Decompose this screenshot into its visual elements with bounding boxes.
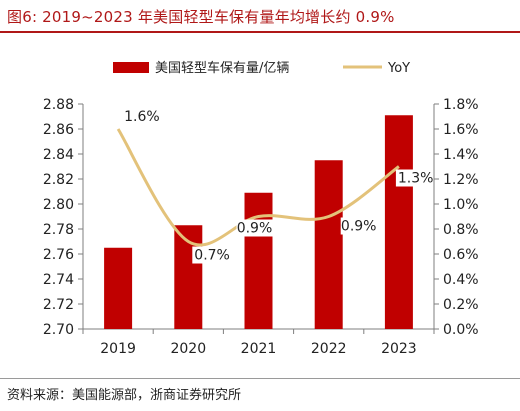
source-note: 资料来源：美国能源部，浙商证券研究所 — [7, 388, 242, 403]
x-tick-label: 2020 — [170, 341, 206, 357]
y-right-tick-label: 0.8% — [443, 222, 479, 238]
y-left-tick-label: 2.74 — [43, 272, 74, 288]
y-axis-left-ticks: 2.70 2.72 2.74 2.76 2.78 2.80 2.82 2.84 2.86 2.88 — [43, 97, 83, 338]
yoy-data-label: 0.9% — [237, 221, 273, 237]
yoy-label-backing — [395, 169, 432, 187]
y-right-tick-label: 0.0% — [443, 322, 479, 338]
y-left-tick-label: 2.88 — [43, 97, 74, 113]
yoy-label-backing — [192, 246, 229, 264]
bar — [384, 115, 413, 329]
yoy-series: 1.6% 0.7% 0.9% 0.9% 1.3% — [116, 108, 434, 264]
x-axis-ticks: 2019 2020 2021 2022 2023 — [82, 329, 435, 357]
y-left-tick-label: 2.82 — [43, 172, 74, 188]
yoy-data-label: 1.6% — [124, 109, 160, 125]
yoy-data-label: 0.7% — [194, 248, 230, 264]
x-tick-label: 2019 — [100, 341, 136, 357]
y-right-tick-label: 1.4% — [443, 147, 479, 163]
bar — [104, 247, 133, 329]
bar — [244, 192, 273, 329]
legend: 美国轻型车保有量/亿辆 YoY — [113, 60, 410, 76]
title-divider — [0, 31, 520, 33]
chart-canvas: 美国轻型车保有量/亿辆 YoY 2.70 2.72 2.74 2.76 2.78 2.80… — [43, 60, 479, 357]
source-divider — [0, 378, 520, 379]
x-tick-label: 2022 — [311, 341, 347, 357]
y-left-tick-label: 2.86 — [43, 122, 74, 138]
yoy-line — [116, 128, 400, 247]
x-tick-label: 2023 — [381, 341, 417, 357]
y-right-tick-label: 1.8% — [443, 97, 479, 113]
x-tick-label: 2021 — [241, 341, 277, 357]
yoy-label-backing — [236, 219, 273, 237]
y-right-tick-label: 1.2% — [443, 172, 479, 188]
y-right-tick-label: 0.4% — [443, 272, 479, 288]
legend-line-label: YoY — [387, 61, 410, 76]
bar — [314, 160, 343, 329]
y-axis-right-ticks: 0.0% 0.2% 0.4% 0.6% 0.8% 1.0% 1.2% 1.4% 1.6% 1.8% — [434, 97, 479, 338]
chart-title: 图6: 2019~2023 年美国轻型车保有量年均增长约 0.9% — [7, 8, 395, 26]
y-right-tick-label: 0.6% — [443, 247, 479, 263]
y-right-tick-label: 1.6% — [443, 122, 479, 138]
y-left-tick-label: 2.84 — [43, 147, 74, 163]
y-right-tick-label: 0.2% — [443, 297, 479, 313]
legend-bar-label: 美国轻型车保有量/亿辆 — [155, 60, 289, 76]
y-left-tick-label: 2.76 — [43, 247, 74, 263]
y-left-tick-label: 2.78 — [43, 222, 74, 238]
y-right-tick-label: 1.0% — [443, 197, 479, 213]
y-left-tick-label: 2.70 — [43, 322, 74, 338]
y-left-tick-label: 2.72 — [43, 297, 74, 313]
yoy-data-label: 1.3% — [398, 171, 434, 187]
yoy-label-backing — [122, 108, 159, 125]
legend-bar-swatch — [113, 62, 149, 73]
yoy-data-label: 0.9% — [341, 219, 377, 235]
yoy-label-backing — [340, 217, 377, 235]
y-left-tick-label: 2.80 — [43, 197, 74, 213]
